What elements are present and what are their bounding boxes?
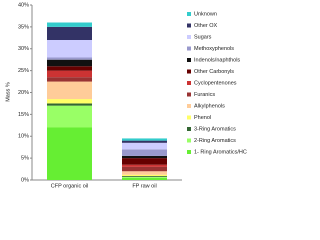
bar-segment: [47, 40, 92, 58]
legend-swatch: [187, 23, 191, 28]
bar-segment: [122, 177, 167, 180]
y-tick-label: 15%: [18, 112, 29, 118]
bar-segment: [122, 140, 167, 143]
legend-swatch: [187, 46, 191, 51]
legend-label: Other Carbonyls: [194, 69, 234, 75]
legend-swatch: [187, 115, 191, 120]
bar-segment: [122, 176, 167, 177]
bar-segment: [47, 57, 92, 60]
bar-segment: [122, 158, 167, 165]
bar-segment: [47, 70, 92, 78]
bar-segment: [47, 59, 92, 67]
bar-segment: [47, 77, 92, 82]
bar-segment: [122, 138, 167, 141]
y-tick-label: 10%: [18, 134, 29, 140]
legend-swatch: [187, 138, 191, 143]
y-tick-label: 35%: [18, 24, 29, 30]
legend-swatch: [187, 58, 191, 62]
bar-segment: [122, 142, 167, 150]
legend-swatch: [187, 69, 191, 74]
bar-segment: [122, 164, 167, 167]
y-tick-label: 25%: [18, 68, 29, 74]
legend-label: Unknown: [194, 11, 217, 17]
legend-swatch: [187, 35, 191, 39]
legend-label: Furanics: [194, 92, 215, 98]
legend-swatch: [187, 127, 191, 131]
bar-segment: [122, 149, 167, 156]
bar-segment: [47, 66, 92, 71]
legend-label: 2-Ring Aromatics: [194, 138, 236, 144]
bar-segment: [47, 81, 92, 100]
bar-segment: [122, 176, 167, 178]
legend-swatch: [187, 92, 191, 97]
y-tick-label: 0%: [21, 177, 29, 183]
legend-swatch: [187, 150, 191, 154]
bar-segment: [47, 26, 92, 40]
legend-label: 1- Ring Aromatics/HC: [194, 149, 247, 155]
y-tick-label: 5%: [21, 156, 29, 162]
y-tick-label: 30%: [18, 46, 29, 52]
x-tick-label: CFP organic oil: [51, 183, 89, 189]
bar-segment: [47, 103, 92, 106]
y-axis-label: Mass %: [5, 82, 11, 102]
legend-label: Cyclopentenones: [194, 80, 237, 86]
x-tick-label: FP raw oil: [132, 183, 156, 189]
legend-label: 3-Ring Aromatics: [194, 126, 236, 132]
legend-label: Alkylphenols: [194, 103, 225, 109]
bar-segment: [47, 105, 92, 128]
bar-segment: [122, 155, 167, 159]
bar-segment: [122, 174, 167, 177]
chart: Mass % 0% 5% 10% 15% 20% 25% 30% 35% 40% CFP orga…: [5, 2, 247, 189]
y-tick-label: 40%: [18, 2, 29, 8]
bar-segment: [47, 22, 92, 27]
legend-label: Methoxyphenols: [194, 46, 234, 52]
bar-segment: [47, 127, 92, 180]
legend-label: Sugars: [194, 34, 212, 40]
legend-swatch: [187, 104, 191, 108]
bar-segment: [122, 171, 167, 175]
bar-segment: [122, 166, 167, 172]
legend-swatch: [187, 12, 191, 16]
bar-segment: [47, 99, 92, 104]
legend-swatch: [187, 81, 191, 85]
legend-label: Other OX: [194, 23, 218, 29]
legend-label: Indenols/naphthols: [194, 57, 240, 63]
legend-label: Phenol: [194, 115, 211, 121]
y-tick-label: 20%: [18, 90, 29, 96]
